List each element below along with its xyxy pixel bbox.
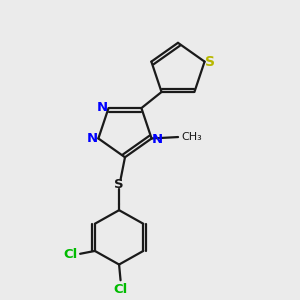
- Text: CH₃: CH₃: [182, 132, 203, 142]
- Text: Cl: Cl: [64, 248, 78, 261]
- Text: N: N: [86, 132, 98, 145]
- Text: S: S: [114, 178, 124, 191]
- Text: N: N: [151, 134, 162, 146]
- Text: Cl: Cl: [113, 283, 128, 296]
- Text: N: N: [97, 101, 108, 114]
- Text: S: S: [205, 55, 215, 69]
